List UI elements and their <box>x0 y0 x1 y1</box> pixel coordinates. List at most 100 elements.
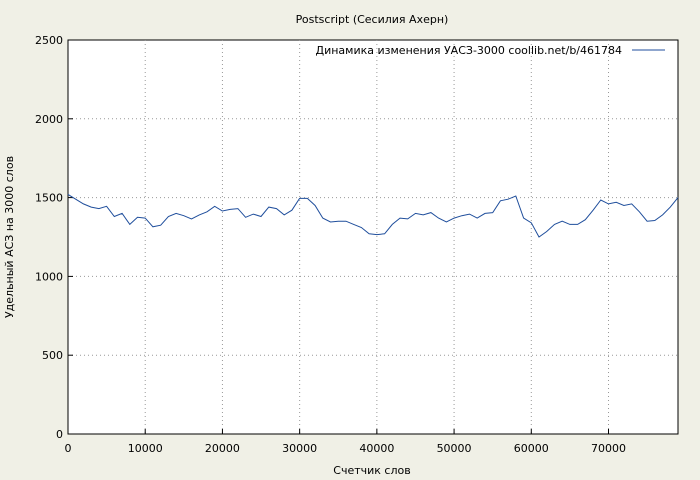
data-point <box>283 213 286 216</box>
data-point <box>468 213 471 216</box>
data-point <box>522 217 525 220</box>
data-point <box>584 218 587 221</box>
data-point <box>622 204 625 207</box>
data-point <box>445 221 448 224</box>
data-point <box>128 223 131 226</box>
data-point <box>113 215 116 218</box>
grid-lines <box>68 40 678 434</box>
data-point <box>476 217 479 220</box>
legend: Динамика изменения УАСЗ-3000 coollib.net… <box>316 44 665 57</box>
data-point <box>538 236 541 239</box>
data-point <box>236 207 239 210</box>
data-point <box>437 217 440 220</box>
data-point <box>229 208 232 211</box>
data-point <box>576 223 579 226</box>
y-tick-label: 2000 <box>35 113 63 126</box>
data-point <box>530 221 533 224</box>
data-point <box>105 205 108 208</box>
data-point <box>205 210 208 213</box>
data-point <box>592 209 595 212</box>
data-point <box>391 223 394 226</box>
data-point <box>360 226 363 229</box>
y-tick-label: 1000 <box>35 270 63 283</box>
x-tick-label: 0 <box>65 442 72 455</box>
data-point <box>553 223 556 226</box>
data-point <box>344 220 347 223</box>
data-point <box>491 211 494 214</box>
data-point <box>136 216 139 219</box>
data-point <box>383 232 386 235</box>
data-point <box>244 216 247 219</box>
x-tick-label: 40000 <box>359 442 394 455</box>
legend-label: Динамика изменения УАСЗ-3000 coollib.net… <box>316 44 623 57</box>
data-point <box>399 217 402 220</box>
data-point <box>167 215 170 218</box>
data-point <box>669 206 672 209</box>
data-point <box>267 206 270 209</box>
data-point <box>298 197 301 200</box>
data-point <box>90 206 93 209</box>
x-tick-label: 70000 <box>591 442 626 455</box>
data-point <box>599 198 602 201</box>
data-point <box>74 198 77 201</box>
data-point <box>375 233 378 236</box>
data-point <box>159 224 162 227</box>
y-tick-label: 1500 <box>35 192 63 205</box>
data-point <box>607 202 610 205</box>
x-tick-label: 10000 <box>128 442 163 455</box>
data-point <box>545 230 548 233</box>
data-point <box>97 207 100 210</box>
data-point <box>561 220 564 223</box>
x-tick-label: 20000 <box>205 442 240 455</box>
x-axis-label: Счетчик слов <box>333 464 410 477</box>
data-point <box>406 217 409 220</box>
data-point <box>453 217 456 220</box>
series-layer <box>67 193 680 239</box>
data-point <box>337 220 340 223</box>
data-point <box>638 210 641 213</box>
data-point <box>329 221 332 224</box>
data-point <box>352 223 355 226</box>
data-point <box>429 211 432 214</box>
data-point <box>182 214 185 217</box>
data-point <box>144 217 147 220</box>
series-line <box>67 193 679 238</box>
data-point <box>198 213 201 216</box>
axis-ticks: 0 500 1000 1500 2000 2500 0 10000 20000 30000 4000… <box>35 34 626 455</box>
y-tick-label: 500 <box>42 349 63 362</box>
data-point <box>275 207 278 210</box>
data-point <box>483 212 486 215</box>
data-point <box>252 213 255 216</box>
data-point <box>260 215 263 218</box>
data-point <box>82 202 85 205</box>
data-point <box>661 213 664 216</box>
y-axis-label: Удельный АСЗ на 3000 слов <box>3 156 16 318</box>
data-point <box>175 212 178 215</box>
chart-title: Postscript (Сесилия Ахерн) <box>296 13 449 26</box>
data-point <box>460 214 463 217</box>
data-point <box>653 219 656 222</box>
data-point <box>314 204 317 207</box>
data-point <box>151 225 154 228</box>
data-point <box>514 195 517 198</box>
data-point <box>67 193 70 196</box>
data-point <box>646 220 649 223</box>
data-point <box>499 199 502 202</box>
y-tick-label: 2500 <box>35 34 63 47</box>
data-point <box>306 197 309 200</box>
data-point <box>290 209 293 212</box>
x-tick-label: 30000 <box>282 442 317 455</box>
data-point <box>213 205 216 208</box>
data-point <box>568 223 571 226</box>
data-point <box>414 212 417 215</box>
data-point <box>615 201 618 204</box>
data-point <box>321 217 324 220</box>
data-point <box>677 196 680 199</box>
data-point <box>221 209 224 212</box>
x-tick-label: 50000 <box>437 442 472 455</box>
data-point <box>422 213 425 216</box>
data-point <box>368 232 371 235</box>
data-point <box>121 212 124 215</box>
y-tick-label: 0 <box>56 428 63 441</box>
